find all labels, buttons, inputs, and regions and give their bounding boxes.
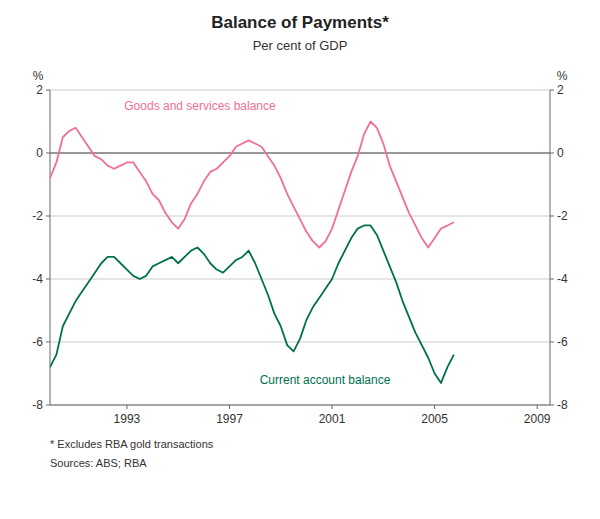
grid-line bbox=[50, 216, 550, 217]
y-tick bbox=[46, 153, 50, 154]
y-axis-label: % bbox=[33, 69, 44, 83]
source: Sources: ABS; RBA bbox=[50, 457, 147, 469]
series-label: Current account balance bbox=[260, 373, 391, 387]
grid-line bbox=[50, 405, 550, 406]
subtitle: Per cent of GDP bbox=[253, 38, 348, 53]
y2-tick bbox=[550, 90, 554, 91]
y2-axis-label: % bbox=[557, 69, 568, 83]
x-tick-label: 2005 bbox=[421, 412, 448, 426]
y-tick bbox=[46, 90, 50, 91]
y-tick-label: 2 bbox=[36, 83, 43, 97]
series-label: Goods and services balance bbox=[124, 99, 276, 113]
y-tick-label: -8 bbox=[32, 398, 43, 412]
x-tick bbox=[126, 405, 127, 409]
y-tick bbox=[46, 279, 50, 280]
y2-tick-label: -6 bbox=[557, 335, 568, 349]
y2-tick-label: 2 bbox=[557, 83, 564, 97]
x-tick-label: 1997 bbox=[216, 412, 243, 426]
x-tick bbox=[537, 405, 538, 409]
axes: -8 -6 -4 -2 0 2 -8 -6 -4 -2 0 2 1993 1997 2001 2005 2009 bbox=[32, 83, 568, 426]
y2-tick-label: 0 bbox=[557, 146, 564, 160]
chart: Balance of Payments*Per cent of GDP%%-8-… bbox=[0, 0, 600, 519]
y2-tick bbox=[550, 279, 554, 280]
y2-tick bbox=[550, 153, 554, 154]
grid-line bbox=[50, 342, 550, 343]
y2-tick bbox=[550, 216, 554, 217]
y-tick-label: 0 bbox=[36, 146, 43, 160]
y-axis-line bbox=[50, 90, 51, 405]
x-tick bbox=[229, 405, 230, 409]
grid-line bbox=[50, 279, 550, 280]
y2-tick-label: -2 bbox=[557, 209, 568, 223]
y-tick-label: -4 bbox=[32, 272, 43, 286]
x-axis-line bbox=[50, 405, 550, 406]
x-tick-label: 1993 bbox=[114, 412, 141, 426]
y2-tick bbox=[550, 405, 554, 406]
x-tick bbox=[434, 405, 435, 409]
series-line bbox=[50, 225, 454, 383]
grid-line bbox=[50, 90, 550, 91]
y-tick-label: -2 bbox=[32, 209, 43, 223]
plot-area bbox=[50, 122, 454, 383]
x-tick-label: 2001 bbox=[319, 412, 346, 426]
y-tick bbox=[46, 216, 50, 217]
y-tick bbox=[46, 405, 50, 406]
y-tick bbox=[46, 342, 50, 343]
y-tick-label: -6 bbox=[32, 335, 43, 349]
grid bbox=[50, 90, 550, 405]
title: Balance of Payments* bbox=[211, 13, 389, 32]
x-tick bbox=[332, 405, 333, 409]
y2-tick bbox=[550, 342, 554, 343]
grid-line bbox=[50, 153, 550, 154]
x-tick-label: 2009 bbox=[524, 412, 551, 426]
series-line bbox=[50, 122, 454, 248]
y2-tick-label: -4 bbox=[557, 272, 568, 286]
y2-tick-label: -8 bbox=[557, 398, 568, 412]
y2-axis-line bbox=[550, 90, 551, 405]
footnote: * Excludes RBA gold transactions bbox=[50, 438, 214, 450]
